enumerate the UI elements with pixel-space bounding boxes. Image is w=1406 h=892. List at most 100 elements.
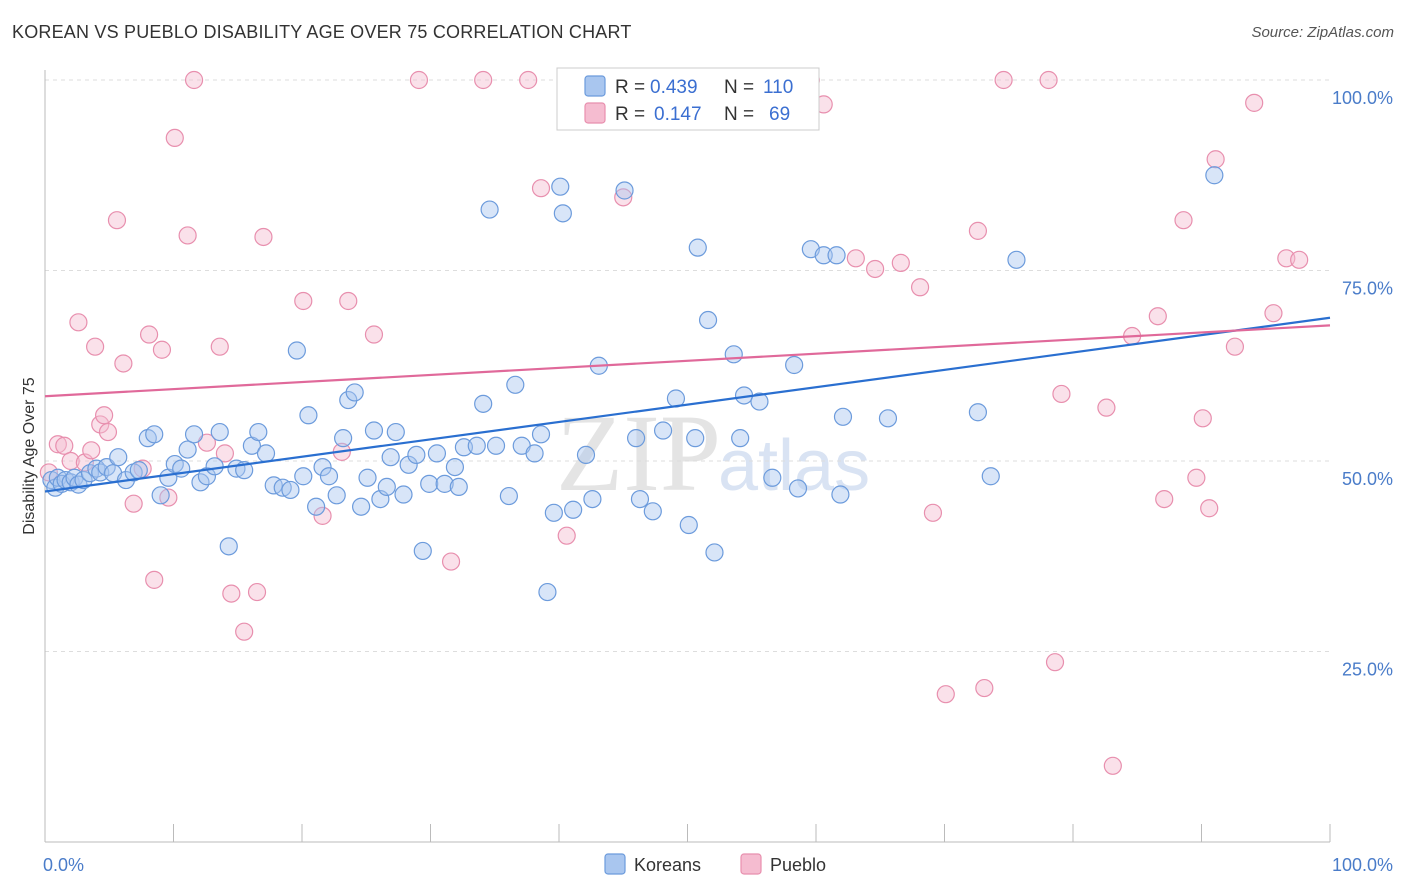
koreans-legend-swatch xyxy=(584,75,606,97)
pueblo-point xyxy=(197,433,217,452)
korean-point xyxy=(763,468,782,487)
korean-trend-line xyxy=(44,316,1331,493)
pueblo-key-label: Pueblo xyxy=(770,855,826,875)
pueblo-r-value: 0.147 xyxy=(654,104,702,125)
korean-point xyxy=(197,467,217,486)
korean-point xyxy=(630,490,650,509)
pueblo-point xyxy=(210,337,229,356)
pueblo-point xyxy=(1174,211,1193,230)
korean-point xyxy=(831,485,850,504)
korean-point xyxy=(474,394,493,413)
korean-points xyxy=(42,166,1224,602)
pueblo-point xyxy=(614,188,633,207)
series-legend: Koreans Pueblo xyxy=(604,853,826,875)
pueblo-point xyxy=(866,259,885,279)
pueblo-point xyxy=(1103,756,1122,775)
korean-point xyxy=(785,355,804,375)
pueblo-point xyxy=(86,337,105,356)
korean-point xyxy=(210,422,229,442)
trend-lines xyxy=(44,316,1331,493)
pueblo-point xyxy=(1245,93,1264,112)
korean-point xyxy=(653,421,673,440)
korean-point xyxy=(1205,166,1224,185)
pueblo-point xyxy=(531,179,551,198)
pueblo-point xyxy=(1225,337,1245,356)
korean-point xyxy=(1007,250,1026,269)
x-tick-label-min: 0.0% xyxy=(43,855,84,875)
pueblo-point xyxy=(107,211,127,230)
pueblo-point xyxy=(557,526,576,545)
pueblo-point xyxy=(95,406,114,425)
pueblo-point xyxy=(968,221,988,240)
pueblo-point xyxy=(69,313,88,332)
pueblo-legend-swatch xyxy=(584,102,606,124)
korean-point xyxy=(178,440,197,459)
y-tick-label: 25.0% xyxy=(1342,660,1393,680)
pueblo-point xyxy=(364,325,384,344)
pueblo-point xyxy=(1052,384,1071,404)
korean-point xyxy=(145,425,164,444)
pueblo-trend-line xyxy=(44,324,1331,398)
koreans-key-swatch xyxy=(604,853,626,875)
koreans-r-label: R = xyxy=(615,77,645,98)
korean-point xyxy=(381,448,400,467)
pueblo-point xyxy=(936,685,955,704)
korean-point xyxy=(705,543,724,562)
pueblo-point xyxy=(1206,150,1225,169)
axes xyxy=(44,70,1331,843)
korean-point xyxy=(467,436,486,455)
pueblo-point xyxy=(294,291,313,311)
pueblo-point xyxy=(165,128,184,148)
pueblo-point xyxy=(98,422,118,442)
korean-point xyxy=(109,448,128,467)
pueblo-point xyxy=(1155,490,1174,509)
korean-point xyxy=(74,470,93,490)
pueblo-point xyxy=(313,506,332,525)
korean-point xyxy=(129,461,148,480)
pueblo-point xyxy=(215,444,234,463)
pueblo-point xyxy=(409,70,429,90)
korean-point xyxy=(531,425,551,444)
korean-point xyxy=(544,503,563,522)
pueblo-point xyxy=(441,552,461,571)
korean-point xyxy=(538,582,557,602)
pueblo-point xyxy=(994,70,1013,90)
chart-source: Source: ZipAtlas.com xyxy=(1251,24,1394,41)
koreans-r-value: 0.439 xyxy=(650,77,698,98)
pueblo-point xyxy=(1290,250,1309,269)
correlation-legend: R = 0.439 N = 110 R = 0.147 N = 69 xyxy=(556,67,820,131)
korean-point xyxy=(833,407,853,426)
pueblo-point xyxy=(1264,304,1283,323)
pueblo-point xyxy=(48,435,67,454)
pueblo-point xyxy=(178,226,197,245)
korean-point xyxy=(287,341,306,360)
korean-point xyxy=(281,480,300,500)
korean-point xyxy=(151,486,170,505)
pueblo-point xyxy=(891,253,910,272)
korean-point xyxy=(688,238,707,257)
korean-point xyxy=(435,474,454,493)
korean-point xyxy=(313,457,332,477)
chart-title: KOREAN VS PUEBLO DISABILITY AGE OVER 75 … xyxy=(12,22,632,42)
korean-point xyxy=(184,425,204,444)
korean-point xyxy=(219,537,238,556)
y-axis-title: Disability Age Over 75 xyxy=(21,377,38,535)
pueblo-point xyxy=(1045,653,1065,672)
korean-point xyxy=(327,486,346,505)
pueblo-point xyxy=(1097,398,1116,417)
watermark: ZIP atlas xyxy=(556,392,870,514)
korean-point xyxy=(249,422,268,442)
pueblo-point xyxy=(61,451,80,471)
pueblo-point xyxy=(1187,468,1206,487)
korean-point xyxy=(750,392,769,411)
pueblo-r-label: R = xyxy=(615,104,645,125)
tick-labels: 25.0% 50.0% 75.0% 100.0% 0.0% 100.0% xyxy=(43,88,1393,875)
korean-point xyxy=(686,429,705,448)
korean-point xyxy=(480,200,499,219)
korean-point xyxy=(788,479,808,498)
korean-point xyxy=(256,444,276,463)
korean-point xyxy=(878,409,898,428)
korean-point xyxy=(499,486,518,506)
korean-point xyxy=(814,246,833,265)
korean-point xyxy=(506,375,525,394)
